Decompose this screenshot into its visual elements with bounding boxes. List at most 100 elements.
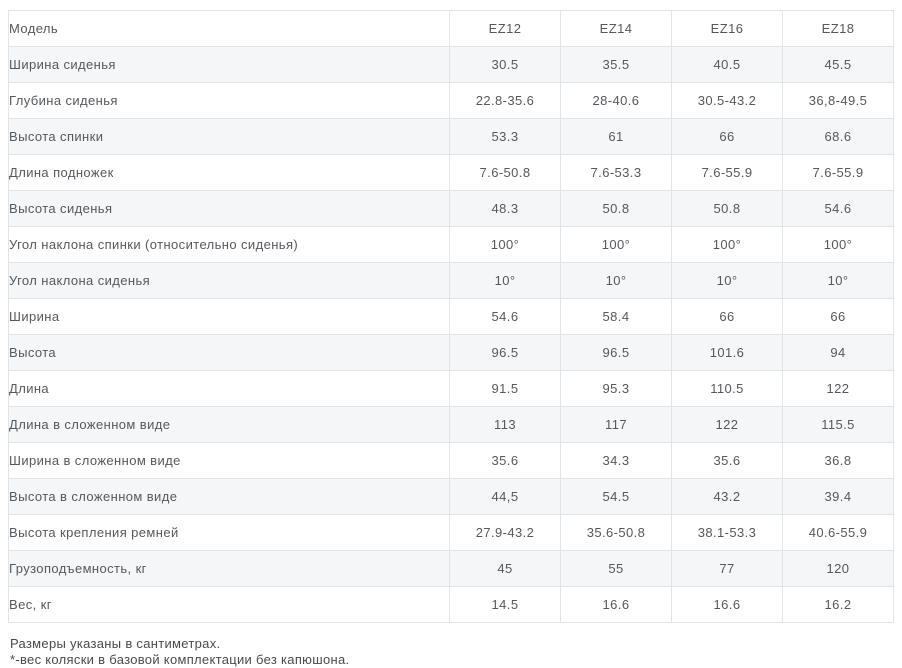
- row-value: 35.6-50.8: [560, 514, 672, 551]
- table-row: Длина в сложенном виде 113 117 122 115.5: [8, 406, 894, 443]
- row-value: 77: [671, 550, 783, 587]
- table-row: Вес, кг 14.5 16.6 16.6 16.2: [8, 586, 894, 623]
- table-row: Высота в сложенном виде 44,5 54.5 43.2 39.4: [8, 478, 894, 515]
- row-value: 48.3: [449, 190, 561, 227]
- table-row: Грузоподъемность, кг 45 55 77 120: [8, 550, 894, 587]
- header-col-ez12: EZ12: [449, 10, 561, 47]
- row-value: 115.5: [782, 406, 894, 443]
- footnote-units: Размеры указаны в сантиметрах.: [10, 636, 221, 651]
- row-value: 66: [782, 298, 894, 335]
- row-value: 36,8-49.5: [782, 82, 894, 119]
- row-value: 34.3: [560, 442, 672, 479]
- row-value: 16.6: [560, 586, 672, 623]
- row-label: Высота сиденья: [8, 190, 450, 227]
- row-value: 122: [782, 370, 894, 407]
- table-row: Высота спинки 53.3 61 66 68.6: [8, 118, 894, 155]
- row-value: 61: [560, 118, 672, 155]
- row-value: 117: [560, 406, 672, 443]
- row-label: Ширина в сложенном виде: [8, 442, 450, 479]
- table-row: Ширина 54.6 58.4 66 66: [8, 298, 894, 335]
- row-label: Ширина: [8, 298, 450, 335]
- row-value: 100°: [782, 226, 894, 263]
- row-value: 100°: [671, 226, 783, 263]
- row-value: 35.6: [671, 442, 783, 479]
- row-value: 66: [671, 118, 783, 155]
- table-row: Ширина сиденья 30.5 35.5 40.5 45.5: [8, 46, 894, 83]
- table-row: Длина подножек 7.6-50.8 7.6-53.3 7.6-55.9 7.…: [8, 154, 894, 191]
- header-model-label: Модель: [8, 10, 450, 47]
- row-label: Высота спинки: [8, 118, 450, 155]
- row-value: 50.8: [560, 190, 672, 227]
- row-value: 54.5: [560, 478, 672, 515]
- row-value: 10°: [671, 262, 783, 299]
- row-label: Высота в сложенном виде: [8, 478, 450, 515]
- row-value: 28-40.6: [560, 82, 672, 119]
- row-value: 14.5: [449, 586, 561, 623]
- row-value: 68.6: [782, 118, 894, 155]
- row-value: 94: [782, 334, 894, 371]
- row-label: Угол наклона сиденья: [8, 262, 450, 299]
- row-value: 35.6: [449, 442, 561, 479]
- row-value: 36.8: [782, 442, 894, 479]
- row-value: 40.6-55.9: [782, 514, 894, 551]
- row-value: 100°: [560, 226, 672, 263]
- table-row: Угол наклона сиденья 10° 10° 10° 10°: [8, 262, 894, 299]
- row-label: Длина: [8, 370, 450, 407]
- table-row: Длина 91.5 95.3 110.5 122: [8, 370, 894, 407]
- table-row: Ширина в сложенном виде 35.6 34.3 35.6 36.8: [8, 442, 894, 479]
- row-value: 7.6-50.8: [449, 154, 561, 191]
- row-value: 44,5: [449, 478, 561, 515]
- row-value: 96.5: [449, 334, 561, 371]
- row-value: 43.2: [671, 478, 783, 515]
- row-value: 7.6-53.3: [560, 154, 672, 191]
- row-value: 10°: [449, 262, 561, 299]
- row-value: 35.5: [560, 46, 672, 83]
- table-row: Высота крепления ремней 27.9-43.2 35.6-50.…: [8, 514, 894, 551]
- header-col-ez14: EZ14: [560, 10, 672, 47]
- row-value: 96.5: [560, 334, 672, 371]
- row-value: 50.8: [671, 190, 783, 227]
- table-header-row: Модель EZ12 EZ14 EZ16 EZ18: [8, 10, 894, 47]
- row-label: Вес, кг: [8, 586, 450, 623]
- row-value: 16.6: [671, 586, 783, 623]
- header-col-ez16: EZ16: [671, 10, 783, 47]
- row-value: 10°: [560, 262, 672, 299]
- header-col-ez18: EZ18: [782, 10, 894, 47]
- row-value: 40.5: [671, 46, 783, 83]
- row-value: 55: [560, 550, 672, 587]
- row-value: 30.5: [449, 46, 561, 83]
- table-row: Глубина сиденья 22.8-35.6 28-40.6 30.5-43.2…: [8, 82, 894, 119]
- spec-table: Модель EZ12 EZ14 EZ16 EZ18 Ширина сидень…: [8, 10, 894, 623]
- table-row: Угол наклона спинки (относительно сидень…: [8, 226, 894, 263]
- row-value: 54.6: [449, 298, 561, 335]
- row-value: 101.6: [671, 334, 783, 371]
- row-label: Длина в сложенном виде: [8, 406, 450, 443]
- row-label: Высота: [8, 334, 450, 371]
- row-value: 30.5-43.2: [671, 82, 783, 119]
- row-value: 54.6: [782, 190, 894, 227]
- row-value: 58.4: [560, 298, 672, 335]
- row-value: 38.1-53.3: [671, 514, 783, 551]
- row-value: 120: [782, 550, 894, 587]
- row-value: 27.9-43.2: [449, 514, 561, 551]
- row-label: Грузоподъемность, кг: [8, 550, 450, 587]
- row-value: 66: [671, 298, 783, 335]
- spec-table-body: Ширина сиденья 30.5 35.5 40.5 45.5 Глубина си…: [8, 46, 894, 623]
- row-value: 95.3: [560, 370, 672, 407]
- row-label: Высота крепления ремней: [8, 514, 450, 551]
- row-label: Угол наклона спинки (относительно сидень…: [8, 226, 450, 263]
- row-value: 39.4: [782, 478, 894, 515]
- footnote-weight: *-вес коляски в базовой комплектации без…: [10, 652, 350, 667]
- row-value: 53.3: [449, 118, 561, 155]
- row-value: 45.5: [782, 46, 894, 83]
- table-row: Высота сиденья 48.3 50.8 50.8 54.6: [8, 190, 894, 227]
- table-row: Высота 96.5 96.5 101.6 94: [8, 334, 894, 371]
- row-value: 16.2: [782, 586, 894, 623]
- row-value: 7.6-55.9: [671, 154, 783, 191]
- row-value: 91.5: [449, 370, 561, 407]
- row-value: 45: [449, 550, 561, 587]
- row-value: 122: [671, 406, 783, 443]
- row-label: Длина подножек: [8, 154, 450, 191]
- row-value: 10°: [782, 262, 894, 299]
